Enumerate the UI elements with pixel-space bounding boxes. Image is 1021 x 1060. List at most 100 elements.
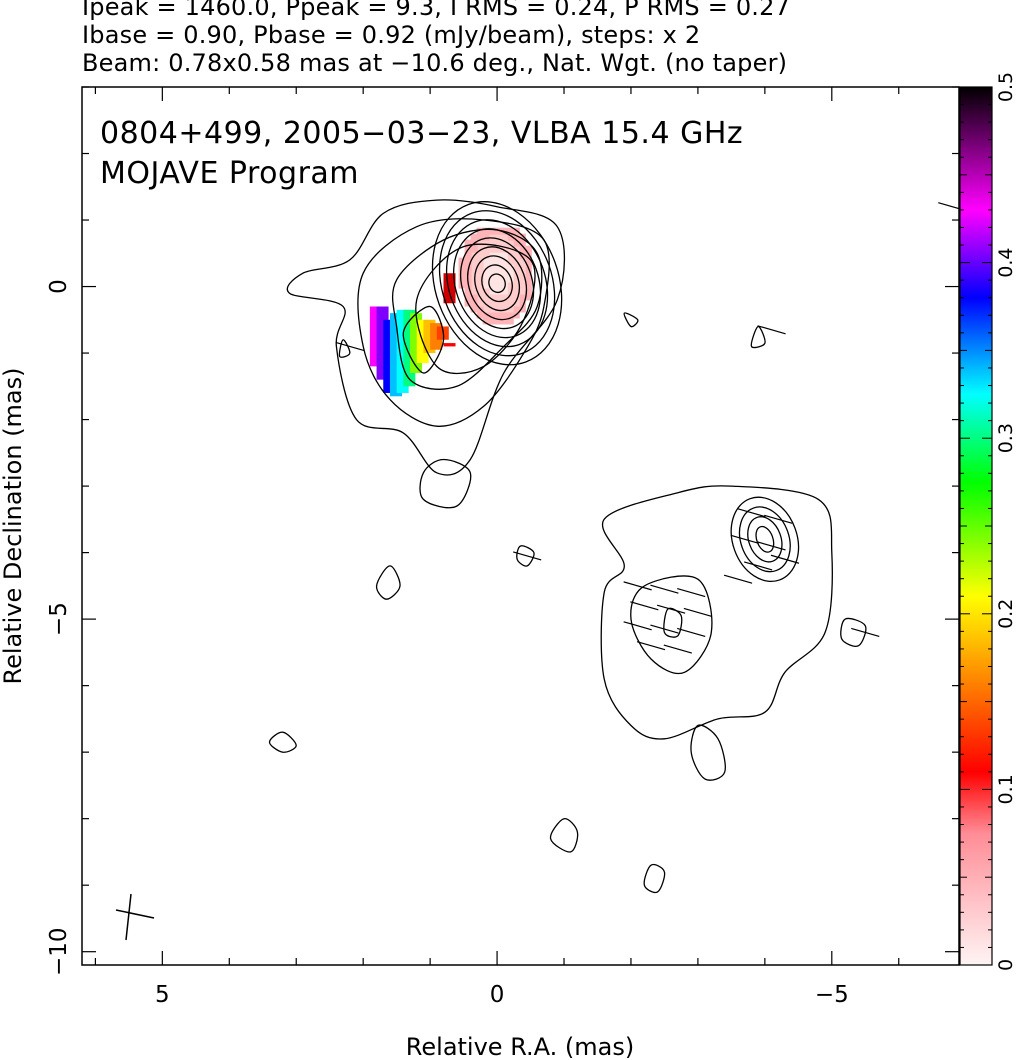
plot-frame	[81, 86, 960, 966]
pol-pixel	[518, 293, 526, 301]
contour-core-1-0	[755, 525, 775, 553]
pol-pixel	[476, 245, 484, 253]
evpa-stick	[677, 587, 706, 598]
pol-pixel	[470, 293, 478, 301]
contour-layer	[268, 199, 867, 894]
pol-pixel	[476, 269, 484, 277]
pol-pixel	[488, 293, 496, 301]
contour-island-2	[375, 565, 401, 600]
contour-south-l3	[663, 607, 683, 638]
evpa-stick	[656, 604, 686, 614]
contour-island-9	[623, 312, 639, 328]
pol-pixel	[482, 299, 490, 307]
pol-pixel	[470, 299, 478, 307]
pol-pixel	[494, 257, 502, 265]
pol-pixel	[506, 275, 514, 283]
contour-island-11	[338, 339, 351, 358]
pol-pixel	[506, 257, 514, 265]
evpa-stick	[757, 325, 786, 335]
pol-pixel	[488, 281, 496, 289]
evpa-stick	[851, 627, 880, 638]
pol-pixel	[506, 305, 514, 313]
pol-pixel	[482, 233, 490, 241]
pol-pixel	[494, 233, 502, 241]
pol-pixel	[524, 293, 532, 301]
evpa-stick	[764, 514, 793, 524]
colorbar-ticks: 0 0.1 0.2 0.3 0.4 0.5	[960, 72, 1017, 971]
colorbar-label: 0	[995, 959, 1017, 971]
evpa-stick	[663, 644, 692, 654]
pol-pixel	[482, 257, 490, 265]
pol-pixel	[494, 227, 502, 235]
pol-pixel	[488, 311, 496, 319]
contour-core-0-5	[452, 228, 542, 339]
y-tick-label: 0	[46, 279, 72, 294]
pol-pixel	[482, 311, 490, 319]
pol-pixel	[443, 343, 456, 347]
contour-island-6	[690, 724, 726, 781]
colorbar-label: 0.3	[995, 423, 1017, 453]
evpa-stick	[743, 561, 773, 571]
pol-pixel	[482, 317, 490, 325]
pol-pixel	[482, 245, 490, 253]
pol-pixel	[518, 269, 526, 277]
pol-pixel	[482, 227, 490, 235]
pol-pixel	[500, 293, 508, 301]
pol-pixel	[470, 263, 478, 271]
pol-pixel	[506, 239, 514, 247]
pol-pixel	[476, 311, 484, 319]
pol-pixel	[506, 299, 514, 307]
pol-pixel	[488, 275, 496, 283]
pol-pixel	[518, 287, 526, 295]
pol-pixel	[488, 245, 496, 253]
evpa-stick	[723, 574, 753, 584]
pol-pixel	[512, 293, 520, 301]
pol-pixel	[494, 263, 502, 271]
pol-pixel	[512, 299, 520, 307]
header-line-1: Ipeak = 1460.0, Ppeak = 9.3, I RMS = 0.2…	[82, 0, 791, 21]
pol-pixel	[524, 275, 532, 283]
evpa-stick	[737, 508, 766, 518]
colorbar-label: 0.2	[995, 599, 1017, 629]
pol-pixel	[464, 263, 472, 271]
x-tick-label: 0	[490, 982, 505, 1008]
evpa-stick	[623, 581, 652, 591]
pol-pixel	[494, 293, 502, 301]
pol-pixel	[488, 299, 496, 307]
pol-pixel	[476, 263, 484, 271]
pol-pixel	[482, 305, 490, 313]
contour-core-0-3	[467, 246, 528, 321]
pol-pixel	[488, 263, 496, 271]
pol-pixel	[482, 251, 490, 259]
colorbar-label: 0.5	[995, 72, 1017, 102]
pol-pixel	[512, 305, 520, 313]
colorbar-label: 0.1	[995, 774, 1017, 804]
pol-pixel	[488, 239, 496, 247]
pol-pixel	[524, 269, 532, 277]
beam-cross-icon	[115, 893, 155, 941]
contour-island-10	[750, 325, 766, 349]
contour-core-0-8	[431, 201, 563, 366]
pol-pixel	[494, 287, 502, 295]
pol-pixel	[500, 311, 508, 319]
pol-pixel	[470, 287, 478, 295]
pol-pixel	[494, 311, 502, 319]
y-tick-label: −5	[46, 602, 72, 636]
evpa-stick	[677, 627, 706, 638]
contour-island-5	[643, 864, 666, 894]
contour-core-0-1	[481, 264, 513, 303]
evpa-stick	[513, 551, 542, 561]
pol-pixel	[518, 281, 526, 289]
plot-title-line-1: 0804+499, 2005−03−23, VLBA 15.4 GHz	[100, 116, 743, 151]
pol-pixel	[518, 275, 526, 283]
evpa-stick	[650, 584, 679, 594]
contour-core-0-4	[460, 237, 535, 330]
pol-pixel	[518, 257, 526, 265]
pol-pixel	[512, 287, 520, 295]
pol-pixel	[476, 281, 484, 289]
pol-pixel	[470, 305, 478, 313]
x-tick-label: 5	[155, 982, 170, 1008]
contour-core-0-2	[474, 255, 521, 312]
evpa-stick	[770, 554, 800, 564]
pol-pixel	[512, 275, 520, 283]
